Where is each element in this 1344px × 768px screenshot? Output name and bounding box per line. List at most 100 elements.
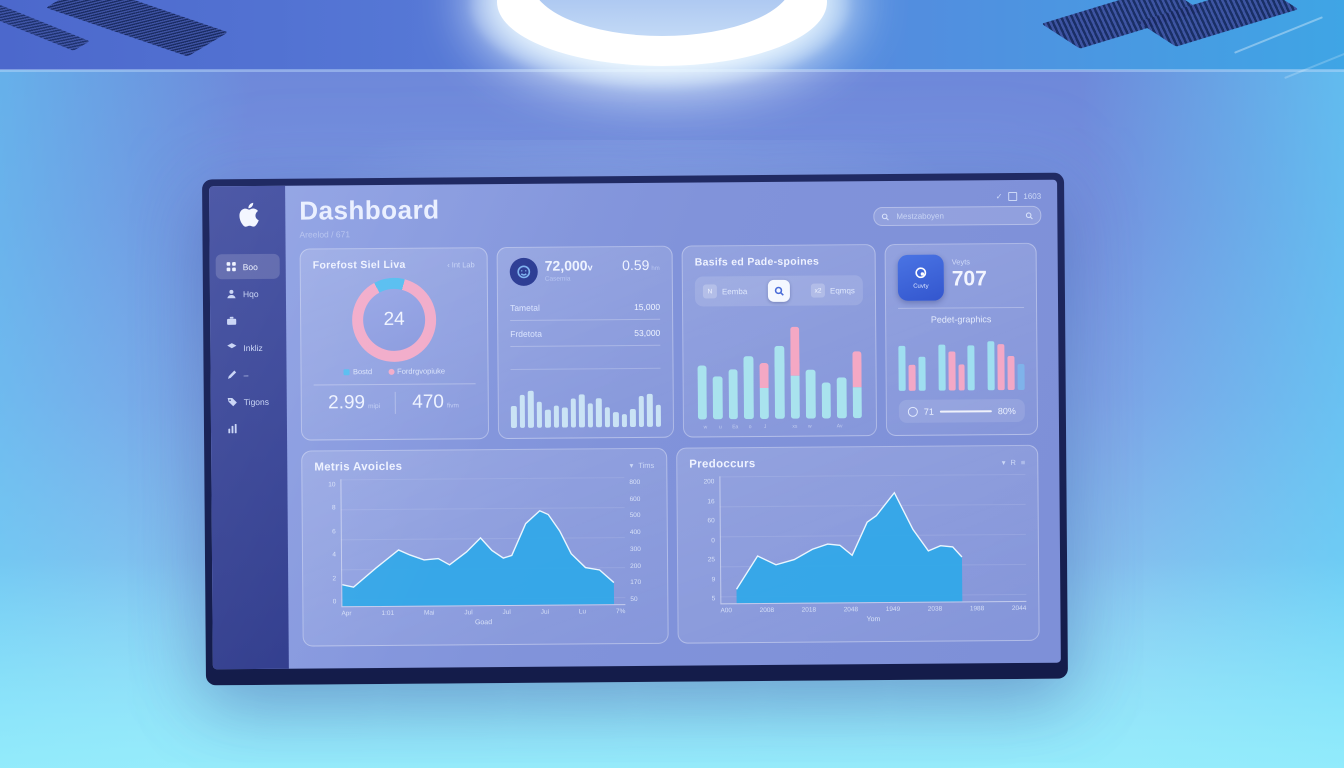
metrics-spark-bar-chart bbox=[510, 383, 661, 428]
sidebar-item-label: – bbox=[243, 369, 249, 380]
legend-swatch-pink bbox=[388, 368, 395, 375]
predoccurs-x-axis-label: Yom bbox=[866, 616, 881, 624]
sidebar-item-hqo[interactable]: Hqo bbox=[216, 281, 280, 307]
apple-logo-icon bbox=[209, 200, 285, 231]
bar bbox=[629, 409, 636, 428]
bar bbox=[1017, 363, 1025, 390]
sidebar-item-chart[interactable] bbox=[217, 416, 281, 442]
tick-label: 170 bbox=[630, 579, 642, 587]
metris-y-axis-right: 800 600 500 400 300 200 170 50 bbox=[624, 477, 655, 605]
sidebar-item-–[interactable]: – bbox=[216, 362, 280, 388]
tick-label: 9 bbox=[711, 575, 716, 583]
bar bbox=[570, 398, 576, 428]
chevron-down-icon[interactable]: ▾ bbox=[1001, 457, 1006, 467]
search-bar[interactable] bbox=[873, 205, 1042, 227]
bar bbox=[604, 407, 610, 428]
sidebar-item-briefcase[interactable] bbox=[216, 308, 280, 334]
legend-swatch-blue bbox=[343, 369, 350, 376]
user-icon bbox=[227, 289, 236, 299]
sidebar-items: Boo Hqo Inkliz – Tigons bbox=[210, 252, 287, 444]
bar bbox=[595, 398, 602, 428]
layers-icon bbox=[227, 343, 237, 352]
range-slider[interactable] bbox=[939, 409, 992, 413]
tick-label: 600 bbox=[629, 495, 641, 503]
tick-label: 300 bbox=[629, 545, 641, 553]
metrics-avatar-icon bbox=[509, 257, 538, 286]
tick-label: 5 bbox=[711, 595, 716, 603]
bar bbox=[997, 343, 1005, 391]
bar bbox=[908, 364, 916, 391]
counter-app-icon[interactable]: Cuvty bbox=[897, 254, 945, 301]
tick-label: J bbox=[763, 423, 767, 430]
bar bbox=[646, 393, 653, 427]
dashboard-screen: Boo Hqo Inkliz – Tigons Dashboard Areelod / … bbox=[209, 179, 1061, 670]
stat-item: 2.99 mipi bbox=[313, 391, 396, 415]
pedet-mini-bar-chart bbox=[898, 332, 1025, 391]
tick-label: Apr bbox=[341, 610, 352, 618]
predoccurs-area-chart bbox=[719, 473, 1027, 605]
basifs-toolbar: N Eemba x2 Eqmqs bbox=[694, 275, 864, 307]
predoccurs-y-axis: 200 16 60 0 25 9 5 bbox=[689, 476, 720, 604]
monitor: Boo Hqo Inkliz – Tigons Dashboard Areelod / … bbox=[202, 172, 1068, 686]
bar bbox=[958, 364, 966, 391]
panel-predoccurs-controls[interactable]: ▾ R ≡ bbox=[1001, 457, 1026, 467]
tick-label: 8 bbox=[331, 504, 336, 512]
bar bbox=[510, 405, 517, 428]
tick-label: 800 bbox=[629, 478, 641, 487]
sidebar-item-inkliz[interactable]: Inkliz bbox=[216, 335, 280, 361]
tick-label: 1988 bbox=[969, 605, 985, 613]
bar bbox=[544, 410, 551, 428]
check-icon[interactable]: ✓ bbox=[995, 192, 1003, 202]
card-forecast-link[interactable]: ‹ Int Lab bbox=[447, 259, 475, 269]
metris-area-chart bbox=[340, 477, 626, 608]
bar bbox=[938, 344, 946, 391]
bar bbox=[578, 394, 585, 428]
menu-icon[interactable]: ≡ bbox=[1020, 457, 1026, 467]
stacked-bar bbox=[697, 365, 708, 420]
stacked-bar bbox=[836, 377, 847, 419]
counter-value: 707 bbox=[951, 267, 987, 291]
bar bbox=[519, 394, 525, 428]
chart-icon bbox=[228, 424, 237, 434]
tick-label: 0 bbox=[711, 536, 715, 544]
search-input[interactable] bbox=[894, 209, 1021, 222]
bar bbox=[918, 357, 926, 391]
sidebar-item-label: Tigons bbox=[243, 396, 270, 407]
ring-icon[interactable] bbox=[907, 406, 918, 417]
sidebar-item-boo[interactable]: Boo bbox=[215, 253, 280, 280]
tick-label: Ea bbox=[732, 424, 739, 431]
bar bbox=[987, 340, 995, 391]
magnifier-icon bbox=[774, 286, 784, 296]
forecast-donut-chart: 24 bbox=[351, 277, 437, 363]
metrics-secondary-value: 0.59 bbox=[622, 256, 650, 274]
toolbar-right-toggle[interactable]: x2 Eqmqs bbox=[810, 283, 855, 298]
page-title: Dashboard bbox=[299, 194, 440, 226]
panel-metris-controls[interactable]: ▾ Tims bbox=[629, 460, 655, 470]
topbar-meta-text: 1603 bbox=[1023, 191, 1042, 201]
bar bbox=[638, 396, 644, 427]
tick-label: 2 bbox=[332, 574, 337, 582]
tick-label: 50 bbox=[630, 595, 638, 603]
toolbar-zoom-button[interactable] bbox=[768, 279, 791, 302]
bar bbox=[621, 413, 627, 428]
panel-predoccurs-title: Predoccurs bbox=[689, 458, 756, 471]
toolbar-left-toggle[interactable]: N Eemba bbox=[702, 284, 747, 299]
card-basifs-title: Basifs ed Pade-spoines bbox=[694, 255, 820, 269]
panel-metris-title: Metris Avoicles bbox=[314, 460, 403, 474]
donut-legend: Bostd Fordrgvopiuke bbox=[314, 366, 476, 376]
forecast-stats: 2.99 mipi 470 fivm bbox=[313, 383, 476, 415]
chevron-down-icon[interactable]: ▾ bbox=[629, 460, 634, 470]
stacked-bar bbox=[743, 356, 754, 420]
square-icon[interactable] bbox=[1008, 191, 1018, 202]
card-forecast: Forefost Siel Liva ‹ Int Lab 24 Bostd Fo… bbox=[299, 247, 490, 441]
tick-label: xs bbox=[792, 423, 798, 430]
metris-y-axis-left: 10 8 6 4 2 0 bbox=[314, 479, 341, 607]
sidebar-item-tigons[interactable]: Tigons bbox=[217, 389, 281, 415]
search-action-icon[interactable] bbox=[1025, 211, 1033, 219]
tick-label: 4 bbox=[332, 551, 337, 559]
tick-label: u bbox=[718, 424, 722, 431]
tick-label: 7% bbox=[615, 608, 626, 616]
legend-item: Fordrgvopiuke bbox=[388, 366, 445, 376]
